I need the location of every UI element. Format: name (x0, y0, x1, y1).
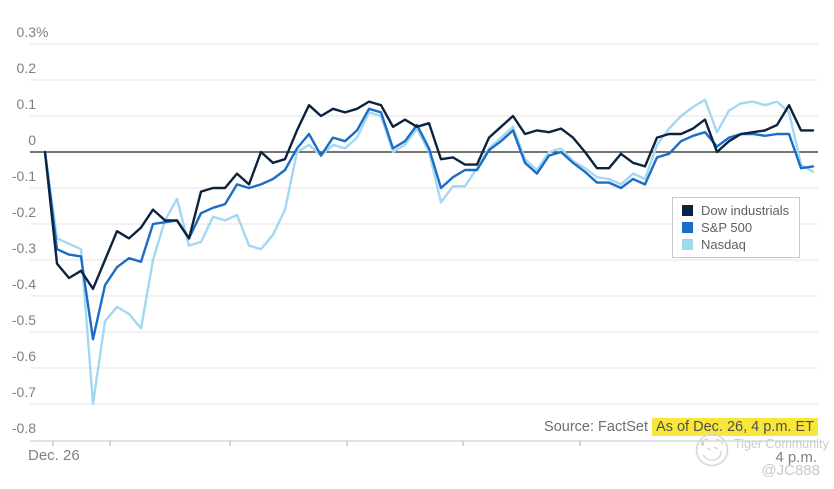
legend-item-dow-industrials: Dow industrials (682, 204, 790, 217)
y-axis-label: -0.5 (11, 312, 36, 328)
source-line: Source: FactSet As of Dec. 26, 4 p.m. ET (544, 418, 818, 436)
x-axis-label-end: 4 p.m. (775, 449, 817, 466)
legend-swatch-nasdaq (682, 239, 693, 250)
watermark-user-label: @JC888 (761, 462, 820, 479)
y-axis-label: -0.7 (11, 384, 36, 400)
y-axis-label: -0.4 (11, 276, 36, 292)
y-axis-label: -0.1 (11, 168, 36, 184)
y-axis-label: -0.8 (11, 420, 36, 436)
y-axis-label: 0.3% (16, 24, 49, 40)
x-axis-label-start: Dec. 26 (28, 447, 80, 464)
legend-label-nasdaq: Nasdaq (701, 237, 746, 252)
legend: Dow industrials S&P 500 Nasdaq (672, 197, 800, 258)
tiger-logo-icon (695, 433, 729, 467)
watermark-community-label: Tiger Community (734, 437, 829, 451)
legend-swatch-sp500 (682, 222, 693, 233)
asof-highlight: As of Dec. 26, 4 p.m. ET (652, 418, 818, 436)
y-axis-label: -0.2 (11, 204, 36, 220)
legend-item-sp500: S&P 500 (682, 221, 790, 234)
legend-item-nasdaq: Nasdaq (682, 238, 790, 251)
legend-swatch-dow-industrials (682, 205, 693, 216)
legend-label-sp500: S&P 500 (701, 220, 753, 235)
legend-label-dow-industrials: Dow industrials (701, 203, 790, 218)
y-axis-label: -0.3 (11, 240, 36, 256)
y-axis-label: 0.2 (16, 60, 36, 76)
y-axis-label: 0.1 (16, 96, 36, 112)
y-axis-label: -0.6 (11, 348, 36, 364)
y-axis-label: 0 (28, 132, 36, 148)
source-text: Source: FactSet (544, 419, 649, 435)
percent-sign: % (36, 24, 49, 40)
series-line-dow-industrials (43, 100, 815, 290)
